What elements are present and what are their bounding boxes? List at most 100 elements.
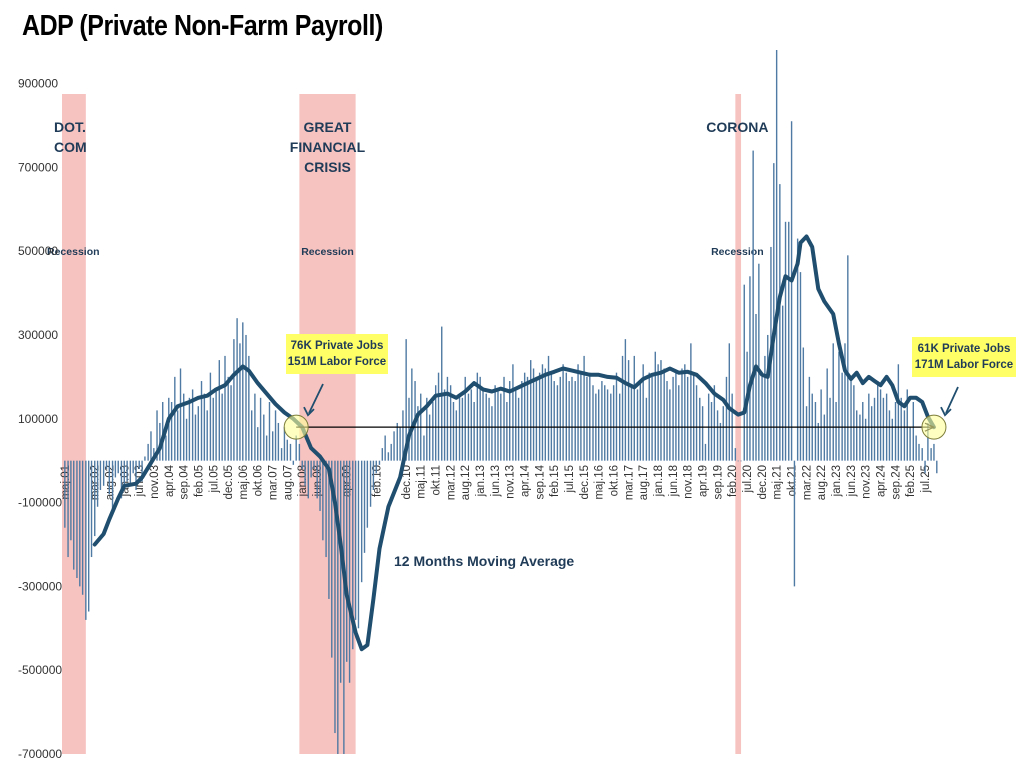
bar bbox=[571, 376, 573, 461]
bar bbox=[648, 372, 650, 461]
bar bbox=[918, 443, 920, 461]
bar bbox=[521, 381, 523, 461]
bar bbox=[775, 50, 778, 461]
bar bbox=[790, 121, 793, 461]
bar bbox=[348, 460, 351, 683]
bar bbox=[443, 389, 446, 461]
bar bbox=[517, 397, 520, 461]
bar bbox=[428, 414, 431, 461]
x-tick-label: feb.25 bbox=[905, 465, 917, 497]
monthly-bars bbox=[64, 50, 938, 754]
bar bbox=[728, 343, 731, 461]
bar bbox=[749, 276, 751, 461]
bar bbox=[67, 460, 69, 558]
bar bbox=[722, 406, 724, 461]
bar bbox=[396, 422, 398, 461]
bar bbox=[509, 381, 511, 461]
bar bbox=[583, 355, 585, 461]
bar bbox=[405, 339, 407, 461]
x-tick-label: nov.18 bbox=[683, 465, 695, 499]
bar bbox=[328, 460, 330, 599]
bar bbox=[515, 389, 517, 461]
bar bbox=[162, 402, 164, 461]
bar bbox=[99, 460, 102, 490]
bar bbox=[805, 406, 808, 461]
bar bbox=[654, 351, 656, 461]
bar bbox=[686, 376, 689, 461]
bar bbox=[286, 439, 288, 461]
bar bbox=[550, 372, 553, 461]
bar bbox=[701, 406, 704, 461]
bar bbox=[523, 372, 526, 461]
bar bbox=[129, 460, 132, 486]
bar bbox=[144, 456, 146, 461]
bar bbox=[781, 305, 784, 461]
bar bbox=[105, 460, 108, 470]
bar bbox=[215, 389, 217, 461]
y-tick-label: 300000 bbox=[18, 328, 58, 342]
bar bbox=[120, 460, 123, 499]
bar bbox=[250, 410, 253, 461]
bar bbox=[814, 402, 817, 461]
bar bbox=[183, 393, 185, 461]
bar bbox=[96, 460, 99, 507]
bar bbox=[476, 372, 479, 461]
x-tick-label: jan.18 bbox=[653, 465, 665, 497]
bar bbox=[277, 422, 280, 461]
bar bbox=[384, 435, 386, 461]
recession-band bbox=[62, 94, 86, 754]
x-tick-label: apr.24 bbox=[876, 464, 888, 497]
y-tick-label: -100000 bbox=[18, 496, 62, 510]
x-tick-label: apr.04 bbox=[164, 464, 176, 497]
bar bbox=[295, 435, 297, 461]
bar bbox=[331, 460, 333, 658]
bar bbox=[704, 443, 707, 461]
bar bbox=[479, 376, 481, 461]
x-tick-label: apr.14 bbox=[520, 464, 532, 497]
x-tick-label: jul.05 bbox=[208, 465, 220, 494]
x-tick-label: feb.20 bbox=[727, 465, 739, 497]
bar bbox=[725, 376, 728, 461]
bar bbox=[574, 381, 576, 461]
bar bbox=[862, 402, 864, 461]
x-tick-label: sep.24 bbox=[891, 464, 903, 499]
bar bbox=[102, 460, 105, 486]
x-tick-label: maj.06 bbox=[238, 465, 250, 500]
x-tick-label: maj.01 bbox=[60, 465, 72, 500]
bar bbox=[927, 422, 929, 461]
bar bbox=[135, 460, 137, 490]
bar bbox=[835, 402, 837, 461]
bar bbox=[532, 368, 535, 461]
bar bbox=[657, 364, 659, 461]
bar bbox=[268, 402, 271, 461]
bar bbox=[87, 460, 90, 612]
bar bbox=[491, 406, 493, 461]
bar bbox=[132, 460, 134, 474]
bar bbox=[90, 460, 93, 558]
bar bbox=[829, 397, 831, 461]
x-tick-label: jun.13 bbox=[490, 465, 502, 497]
y-tick-label: 500000 bbox=[18, 244, 58, 258]
bar bbox=[936, 460, 938, 474]
x-tick-label: jul.15 bbox=[564, 465, 576, 494]
bar bbox=[280, 448, 283, 461]
bar bbox=[592, 385, 594, 461]
bar bbox=[743, 284, 745, 461]
start-marker bbox=[283, 414, 309, 440]
bar bbox=[755, 314, 757, 461]
bar bbox=[452, 402, 455, 461]
bar bbox=[197, 406, 200, 461]
bar bbox=[586, 376, 588, 461]
bar bbox=[530, 360, 532, 461]
bar bbox=[393, 431, 395, 461]
x-tick-label: aug.07 bbox=[282, 465, 294, 500]
bar bbox=[298, 443, 301, 461]
y-tick-label: -300000 bbox=[18, 579, 62, 593]
x-tick-label: jun.23 bbox=[846, 465, 858, 497]
bar bbox=[844, 343, 846, 461]
x-tick-label: jan.08 bbox=[297, 465, 309, 497]
bar bbox=[138, 460, 140, 470]
x-tick-label: sep.19 bbox=[713, 465, 725, 500]
bar bbox=[663, 368, 665, 461]
bar bbox=[212, 397, 214, 461]
